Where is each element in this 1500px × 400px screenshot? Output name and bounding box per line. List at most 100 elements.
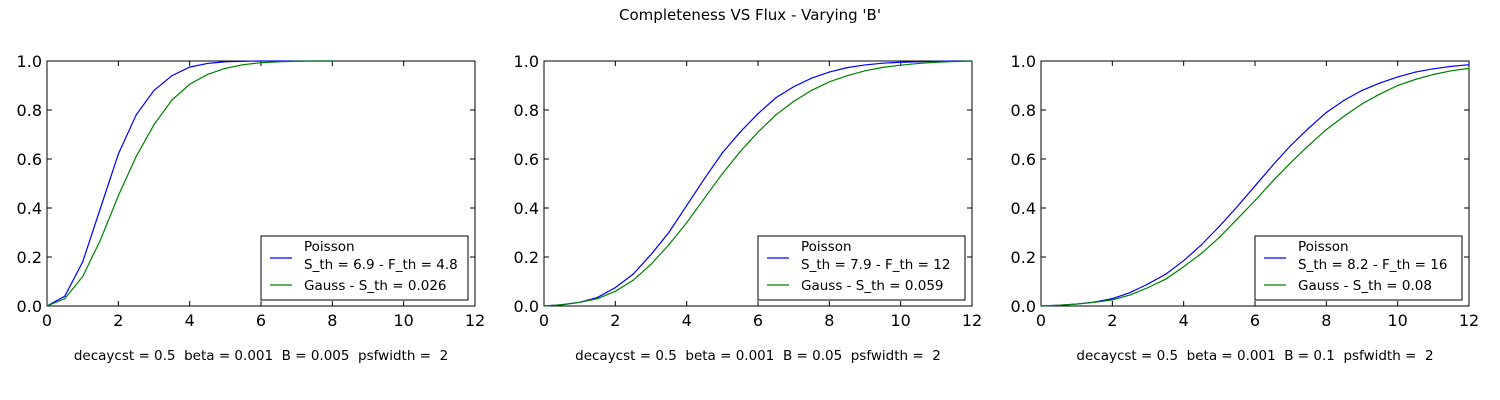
data-point-gauss: [917, 62, 920, 65]
legend-box: [260, 235, 469, 301]
data-point-poisson: [1111, 298, 1113, 300]
data-point-gauss: [703, 197, 706, 199]
data-point-gauss: [153, 124, 155, 126]
data-point-gauss: [1450, 70, 1452, 72]
data-point-gauss: [846, 75, 848, 77]
data-point-gauss: [953, 60, 955, 63]
data-point-gauss: [650, 263, 652, 265]
data-point-gauss: [1147, 287, 1149, 289]
data-point-gauss: [189, 83, 191, 85]
data-point-gauss: [971, 60, 973, 62]
data-point-poisson: [1183, 260, 1185, 262]
legend-label-poisson: Poisson: [304, 239, 355, 255]
data-point-gauss: [1343, 115, 1345, 117]
data-point-poisson: [260, 60, 262, 62]
data-point-gauss: [1272, 180, 1274, 182]
data-point-gauss: [739, 151, 741, 153]
data-point-gauss: [1307, 144, 1310, 147]
data-point-poisson: [1290, 144, 1292, 147]
data-point-poisson: [739, 131, 741, 133]
data-point-gauss: [171, 99, 173, 101]
data-point-gauss: [1236, 218, 1238, 220]
data-point-gauss: [579, 301, 581, 303]
data-point-poisson: [632, 273, 634, 275]
x-tick-label: 10: [1387, 311, 1407, 330]
x-tick-label: 10: [393, 311, 413, 330]
data-point-gauss: [224, 67, 226, 69]
data-point-gauss: [1290, 162, 1292, 164]
figure-title: Completeness VS Flux - Varying 'B': [619, 6, 881, 24]
y-tick-label: 0.6: [17, 150, 42, 169]
data-point-poisson: [1397, 76, 1399, 78]
data-point-gauss: [117, 195, 119, 197]
x-tick-label: 12: [1459, 311, 1479, 330]
data-point-poisson: [1165, 273, 1167, 275]
x-tick-label: 0: [539, 311, 549, 330]
x-tick-label: 12: [962, 311, 982, 330]
data-point-gauss: [1040, 305, 1042, 307]
data-point-poisson: [153, 89, 155, 91]
data-point-gauss: [882, 66, 884, 68]
data-point-gauss: [1183, 266, 1185, 268]
y-tick-label: 0.6: [514, 150, 539, 169]
data-point-poisson: [224, 61, 226, 63]
data-point-gauss: [313, 60, 316, 62]
x-tick-label: 4: [682, 311, 692, 330]
data-point-poisson: [82, 261, 84, 263]
data-point-poisson: [614, 287, 616, 289]
data-point-gauss: [260, 62, 262, 64]
data-point-poisson: [864, 64, 866, 66]
data-point-poisson: [917, 61, 920, 63]
chart-panels: 0 2 4 6 8 10 12 0.0 0.2 0.4 0.6 0.8 1.0 Poisson S_th =…: [17, 52, 1480, 364]
data-point-gauss: [757, 131, 759, 133]
data-point-gauss: [1218, 236, 1220, 238]
data-point-gauss: [278, 61, 280, 63]
y-tick-label: 0.8: [17, 101, 42, 120]
data-point-poisson: [1468, 64, 1470, 66]
data-point-poisson: [1236, 206, 1238, 208]
data-point-poisson: [1325, 111, 1327, 114]
data-point-gauss: [721, 173, 723, 175]
data-point-gauss: [135, 155, 137, 158]
data-point-gauss: [935, 61, 937, 63]
data-point-poisson: [1450, 65, 1452, 67]
data-point-gauss: [828, 81, 830, 83]
data-point-poisson: [206, 62, 209, 65]
data-point-poisson: [810, 77, 813, 79]
data-point-poisson: [117, 153, 119, 155]
y-tick-label: 1.0: [17, 52, 42, 71]
legend-label-poisson-detail: S_th = 7.9 - F_th = 12: [801, 257, 950, 273]
x-tick-label: 4: [185, 311, 195, 330]
data-point-poisson: [99, 207, 102, 209]
data-point-poisson: [1129, 291, 1131, 294]
data-point-gauss: [1058, 304, 1060, 306]
data-point-poisson: [900, 61, 902, 63]
data-point-poisson: [135, 114, 137, 116]
data-point-poisson: [1200, 244, 1203, 246]
x-tick-label: 2: [113, 311, 123, 330]
data-point-poisson: [757, 113, 759, 115]
x-tick-label: 0: [1036, 311, 1046, 330]
data-point-gauss: [1254, 200, 1256, 202]
data-point-gauss: [1165, 278, 1167, 280]
y-tick-label: 0.0: [1011, 297, 1036, 316]
data-point-poisson: [242, 60, 244, 62]
data-point-gauss: [331, 60, 333, 62]
x-tick-label: 0: [42, 311, 52, 330]
data-point-gauss: [1397, 84, 1399, 87]
data-point-gauss: [543, 305, 545, 307]
y-tick-label: 0.4: [1011, 199, 1036, 218]
data-point-poisson: [686, 204, 688, 207]
data-point-gauss: [614, 290, 616, 292]
data-point-gauss: [1432, 73, 1434, 76]
legend-label-poisson-detail: S_th = 6.9 - F_th = 4.8: [304, 257, 458, 273]
x-tick-label: 6: [1250, 311, 1260, 330]
data-point-gauss: [668, 244, 670, 246]
y-tick-label: 0.0: [17, 297, 42, 316]
data-point-poisson: [596, 296, 599, 299]
data-point-gauss: [1093, 301, 1096, 303]
x-tick-label: 12: [465, 311, 485, 330]
data-point-gauss: [793, 100, 795, 103]
data-point-poisson: [828, 71, 830, 73]
